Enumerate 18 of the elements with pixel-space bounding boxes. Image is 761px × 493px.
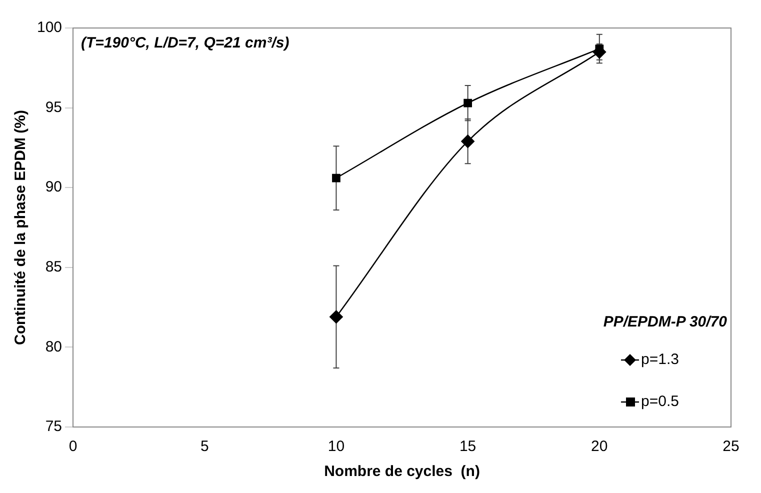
annotation: (T=190°C, L/D=7, Q=21 cm³/s): [81, 34, 290, 52]
y-axis-title: Continuité de la phase EPDM (%): [12, 110, 30, 346]
y-tick-label: 95: [45, 98, 62, 116]
x-tick-label: 20: [591, 438, 608, 456]
legend-label: p=1.3: [641, 351, 679, 368]
x-tick-label: 5: [200, 438, 209, 456]
y-tick-label: 85: [45, 258, 62, 276]
legend-title: PP/EPDM-P 30/70: [603, 314, 728, 331]
y-tick-label: 100: [36, 19, 62, 36]
x-tick-label: 10: [328, 438, 345, 456]
y-tick-label: 75: [45, 418, 62, 436]
y-tick-label: 90: [45, 178, 62, 196]
x-axis-title: Nombre de cycles (n): [324, 463, 480, 480]
legend-label: p=0.5: [641, 393, 679, 410]
y-tick-label: 80: [45, 338, 62, 356]
x-tick-label: 0: [68, 438, 78, 456]
x-tick-label: 25: [722, 438, 740, 456]
x-tick-label: 15: [459, 438, 476, 456]
